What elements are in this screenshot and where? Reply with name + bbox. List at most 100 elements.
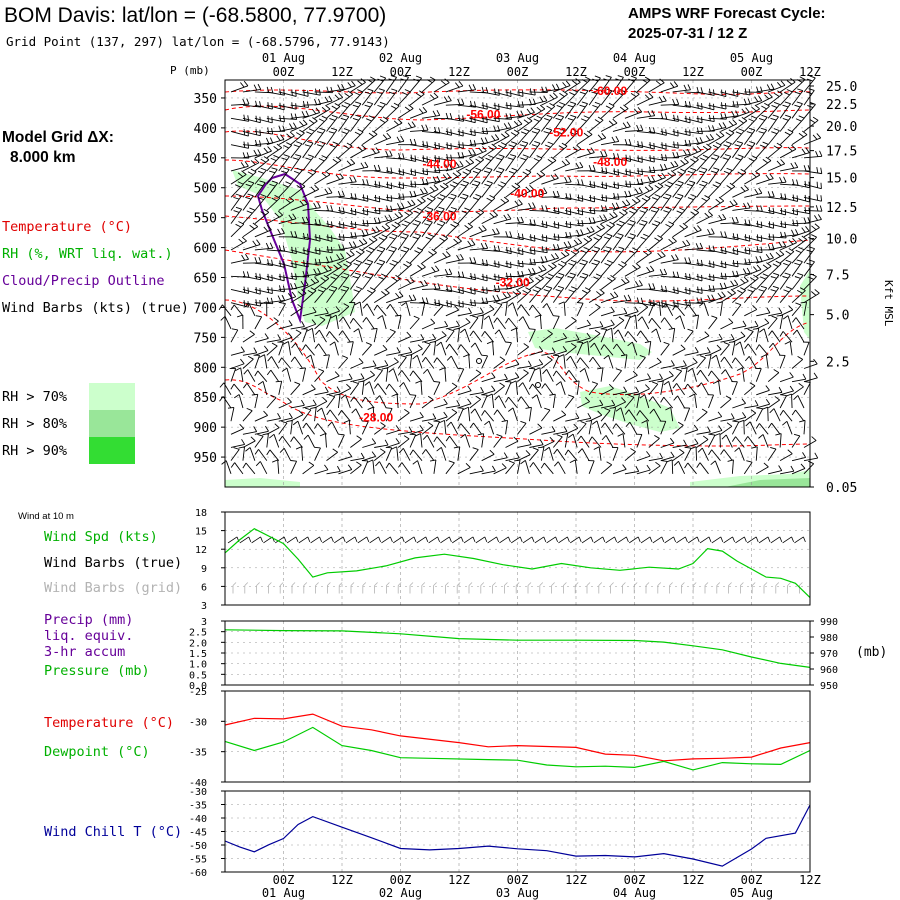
wind-barb <box>230 170 247 185</box>
wind-barb <box>290 182 306 198</box>
wind-barb <box>350 238 368 251</box>
wind-barb <box>767 369 780 383</box>
cycle-value: 2025-07-31 / 12 Z <box>628 25 747 42</box>
wind-barb <box>553 158 571 172</box>
wind-barb <box>445 400 461 409</box>
temperature-contour <box>224 89 811 95</box>
wind-barb <box>481 354 489 369</box>
calm-wind-marker <box>535 382 541 388</box>
wind-barb <box>803 341 810 356</box>
wind-barb <box>648 220 661 238</box>
wind-barb <box>528 304 542 317</box>
wind-barb <box>636 92 654 106</box>
wind-barb <box>254 167 267 185</box>
wind-barb-true <box>310 536 322 544</box>
wind-barb <box>588 329 601 343</box>
wind-barb <box>696 369 709 382</box>
wind-barb <box>612 397 626 409</box>
wind-barb <box>493 291 511 304</box>
wind-barb <box>803 194 823 202</box>
wind-barb <box>350 128 364 145</box>
wind-barb <box>445 343 459 356</box>
wind-barb <box>553 142 568 159</box>
wind-barb-true <box>723 536 735 544</box>
wind-barb <box>576 357 590 369</box>
wind-barb <box>660 360 675 369</box>
wind-barb <box>278 122 297 132</box>
height-tick-label: 7.5 <box>826 269 849 284</box>
wind-barb <box>684 137 703 146</box>
wind-barb-grid <box>563 582 567 594</box>
wind-barb <box>362 303 375 317</box>
wind-barb <box>445 193 457 211</box>
wind-barb <box>791 130 808 146</box>
wind-barb <box>299 367 306 382</box>
wind-barb <box>421 92 439 106</box>
wind-barb <box>779 272 791 290</box>
wind-barb <box>326 103 341 119</box>
wind-barb <box>505 141 518 159</box>
wind-barb <box>230 181 244 198</box>
wind-barb <box>278 320 293 330</box>
wind-barb <box>529 423 543 435</box>
wind-barb <box>409 411 424 422</box>
wind-barb <box>588 116 604 132</box>
wind-barb <box>421 356 435 369</box>
wind-barb <box>698 302 709 316</box>
wind-barb <box>436 447 447 461</box>
wind-barb <box>803 289 820 304</box>
wind-barb <box>743 328 754 343</box>
wind-barb <box>266 334 281 343</box>
wind-barb-true <box>333 536 346 544</box>
wind-barb <box>779 449 793 462</box>
legend-windspd: Wind Spd (kts) <box>44 529 158 545</box>
wind-barb <box>791 88 804 106</box>
wind-barb <box>433 251 451 264</box>
wind-barb <box>791 409 805 422</box>
wind-barb <box>624 233 636 251</box>
cycle-title: AMPS WRF Forecast Cycle: <box>628 5 826 22</box>
wind-barb <box>314 396 328 409</box>
wind-barb <box>768 386 783 396</box>
wind-barb <box>612 89 626 106</box>
wind-barb <box>696 435 709 448</box>
wind-barb <box>720 141 732 159</box>
wind-barb <box>775 433 782 448</box>
wind-barb <box>684 180 696 198</box>
wind-barb <box>648 251 666 264</box>
wind-barb <box>755 156 772 172</box>
wind-barb <box>624 90 640 106</box>
wind-barb-grid <box>315 582 319 594</box>
wind-barb <box>257 380 268 395</box>
y-tick-label: 12 <box>195 545 207 556</box>
wind-barb <box>767 272 780 290</box>
wind-barb <box>303 434 315 448</box>
wind-barb <box>302 287 317 303</box>
wind-barb <box>552 354 560 369</box>
wind-barb <box>469 167 482 185</box>
wind-barb <box>684 167 697 185</box>
wind-barb <box>302 407 312 422</box>
wind-barb <box>398 426 413 435</box>
wind-barb <box>505 396 518 409</box>
wind-barb <box>663 381 674 395</box>
wind-barb <box>338 373 353 383</box>
wind-barb <box>505 372 520 383</box>
wind-barb <box>636 303 649 317</box>
wind-barb <box>469 146 487 159</box>
wind-barb <box>779 129 794 145</box>
wind-barb <box>388 368 399 382</box>
wind-barb-true <box>404 536 417 544</box>
wind-barb <box>576 421 587 435</box>
temperature-contour-label: -44.00 <box>422 157 456 171</box>
wind-barb <box>302 422 315 435</box>
wind-barb <box>601 202 620 211</box>
windchill-line <box>224 804 811 867</box>
wind-barb <box>397 89 411 106</box>
wind-barb <box>350 435 362 448</box>
wind-barb <box>338 355 349 369</box>
wind-barb <box>254 333 269 343</box>
wind-barb <box>477 314 484 330</box>
wind-barb <box>385 246 397 264</box>
wind-barb <box>362 370 375 383</box>
